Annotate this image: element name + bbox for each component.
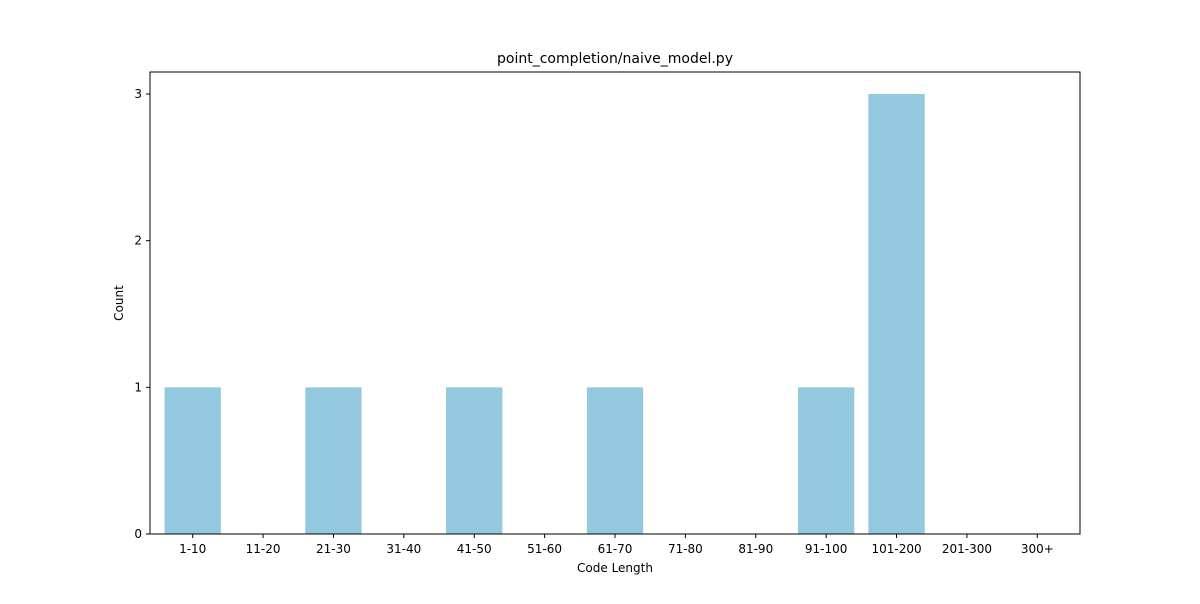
bar-91-100 [798, 387, 855, 534]
y-tick-label: 1 [134, 380, 142, 394]
bar-41-50 [446, 387, 503, 534]
y-tick-label: 0 [134, 527, 142, 541]
x-tick-label: 21-30 [316, 542, 351, 556]
x-tick-label: 51-60 [527, 542, 562, 556]
y-axis-ticks: 0 1 2 3 [134, 87, 150, 541]
x-tick-label: 71-80 [668, 542, 703, 556]
x-tick-label: 41-50 [457, 542, 492, 556]
bar-21-30 [305, 387, 362, 534]
chart-title: point_completion/naive_model.py [497, 51, 733, 67]
bar-61-70 [586, 387, 644, 534]
x-axis-ticks: 1-10 11-20 21-30 31-40 41-50 51-60 61-70 71-80 8… [179, 534, 1054, 556]
x-tick-label: 91-100 [805, 542, 848, 556]
x-tick-label: 101-200 [871, 542, 921, 556]
y-tick-label: 2 [134, 234, 142, 248]
x-tick-label: 31-40 [386, 542, 421, 556]
bar-101-200 [868, 94, 925, 534]
y-axis-label: Count [112, 285, 126, 321]
plot-frame [149, 71, 1081, 535]
x-tick-label: 11-20 [246, 542, 281, 556]
x-tick-label: 61-70 [598, 542, 633, 556]
x-tick-label: 201-300 [942, 542, 992, 556]
x-tick-label: 81-90 [738, 542, 773, 556]
y-tick-label: 3 [134, 87, 142, 101]
bars-group [164, 94, 925, 534]
x-axis-label: Code Length [577, 561, 653, 575]
bar-1-10 [164, 387, 221, 534]
x-tick-label: 300+ [1021, 542, 1054, 556]
x-tick-label: 1-10 [179, 542, 206, 556]
